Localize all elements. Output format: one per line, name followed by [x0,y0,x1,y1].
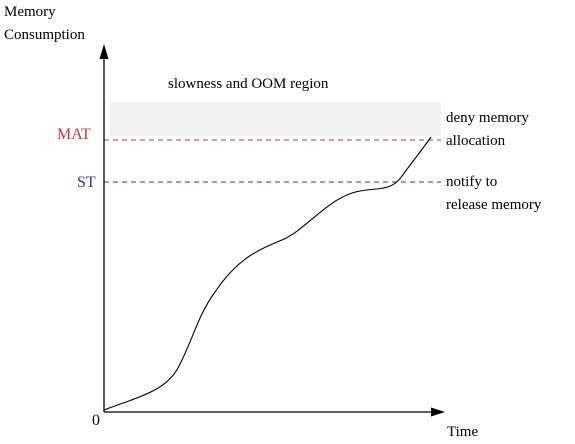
st-note-line2: release memory [446,197,542,213]
x-axis-title: Time [447,424,479,440]
st-label: ST [77,174,96,191]
mat-note-line2: allocation [446,133,506,149]
mat-note: deny memory allocation [446,107,529,153]
mat-label: MAT [57,126,91,143]
x-axis-arrowhead [431,407,445,417]
origin-label: 0 [92,412,100,429]
y-axis-arrowhead [99,44,109,59]
memory-consumption-curve [103,136,432,411]
oom-region-band [110,102,441,136]
st-note: notify to release memory [446,171,541,217]
y-axis-title: Memory Consumption [4,1,85,47]
st-note-line1: notify to [446,174,498,190]
oom-region-label: slowness and OOM region [168,76,329,92]
y-axis-title-line1: Memory [4,4,56,20]
y-axis-title-line2: Consumption [4,27,85,43]
mat-note-line1: deny memory [446,110,529,126]
